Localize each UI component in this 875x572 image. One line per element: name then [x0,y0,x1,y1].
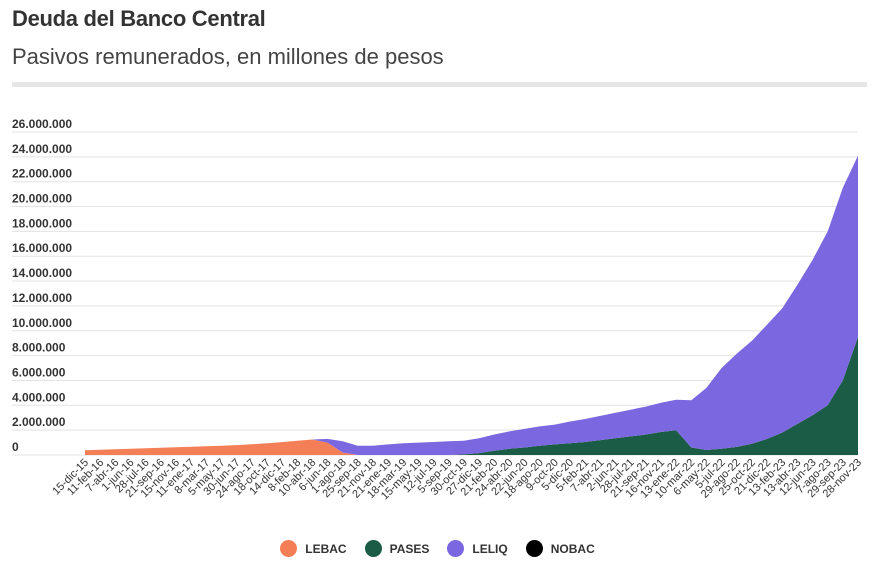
chart-subtitle: Pasivos remunerados, en millones de peso… [12,44,444,69]
legend-label: PASES [389,541,430,556]
legend-swatch [364,540,382,557]
legend-swatch [447,540,465,557]
legend-label: LELIQ [472,541,508,556]
chart-title: Deuda del Banco Central [12,6,266,31]
chart-legend: LEBAC PASES LELIQ NOBAC [0,540,875,557]
series-area-leliq [85,155,858,455]
y-tick-label: 16.000.000 [12,241,72,255]
y-tick-label: 26.000.000 [12,117,72,131]
legend-swatch [525,540,543,557]
series-area-lebac [85,439,858,455]
series-area-pases [85,337,858,455]
y-tick-label: 24.000.000 [12,142,72,156]
y-tick-label: 12.000.000 [12,291,72,305]
legend-item-nobac[interactable]: NOBAC [525,540,595,557]
area-chart: 0 2.000.000 4.000.000 6.000.000 8.000.000 10.… [12,117,864,502]
y-tick-label: 14.000.000 [12,266,72,280]
y-tick-label: 8.000.000 [12,341,66,355]
y-tick-label: 6.000.000 [12,365,66,379]
legend-label: NOBAC [550,541,595,556]
y-tick-label: 18.000.000 [12,216,72,230]
y-tick-label: 20.000.000 [12,192,72,206]
y-tick-label: 4.000.000 [12,390,66,404]
y-tick-label: 22.000.000 [12,167,72,181]
legend-label: LEBAC [305,541,347,556]
y-tick-label: 2.000.000 [12,415,66,429]
legend-item-pases[interactable]: PASES [364,540,430,557]
y-tick-label: 0 [12,440,19,454]
legend-swatch [280,540,298,557]
legend-item-lebac[interactable]: LEBAC [280,540,347,557]
header-divider [12,82,867,87]
y-tick-label: 10.000.000 [12,316,72,330]
legend-item-leliq[interactable]: LELIQ [447,540,508,557]
